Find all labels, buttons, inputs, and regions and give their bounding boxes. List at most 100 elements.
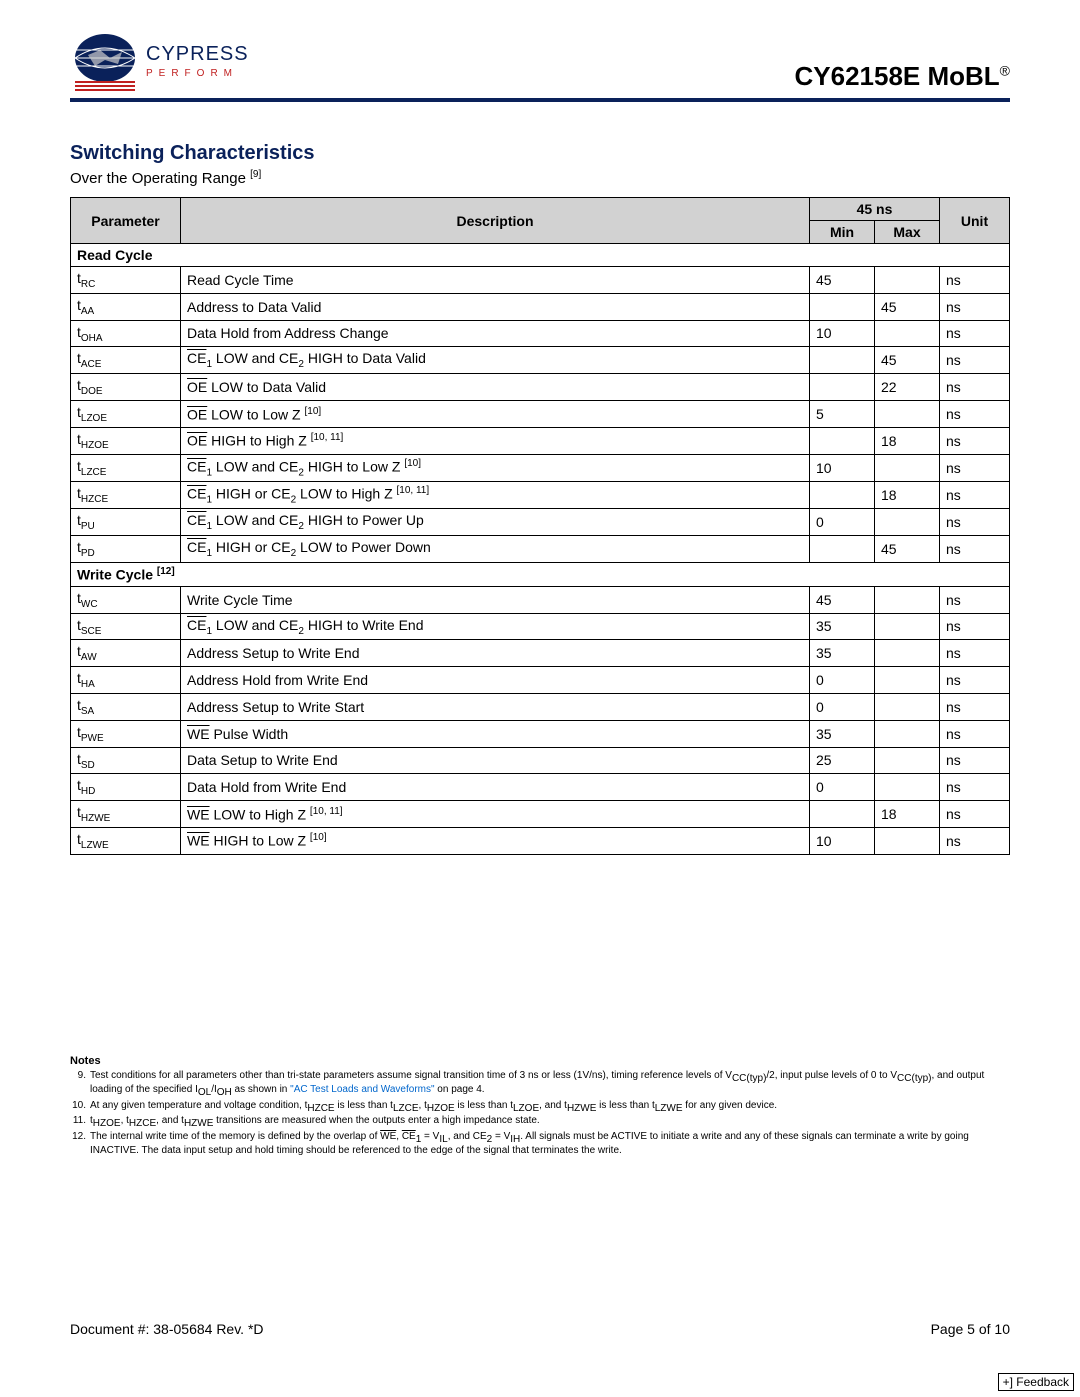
unit-cell: ns [940, 801, 1010, 828]
max-cell [875, 586, 940, 613]
note-number: 9. [70, 1070, 90, 1099]
note-number: 10. [70, 1100, 90, 1115]
desc-cell: CE1 HIGH or CE2 LOW to Power Down [181, 536, 810, 563]
unit-cell: ns [940, 293, 1010, 320]
table-row: tPUCE1 LOW and CE2 HIGH to Power Up0ns [71, 509, 1010, 536]
max-cell: 45 [875, 293, 940, 320]
min-cell: 35 [810, 640, 875, 667]
table-row: tRCRead Cycle Time45 ns [71, 267, 1010, 294]
desc-cell: Address Setup to Write End [181, 640, 810, 667]
param-cell: tHZOE [71, 427, 181, 454]
param-cell: tHZWE [71, 801, 181, 828]
desc-cell: CE1 LOW and CE2 HIGH to Write End [181, 613, 810, 640]
col-description: Description [181, 198, 810, 244]
desc-cell: WE Pulse Width [181, 720, 810, 747]
param-cell: tSA [71, 693, 181, 720]
max-cell: 22 [875, 374, 940, 401]
desc-cell: OE HIGH to High Z [10, 11] [181, 427, 810, 454]
table-section-row: Read Cycle [71, 244, 1010, 267]
brand-tagline: PERFORM [146, 68, 249, 79]
table-row: tPWEWE Pulse Width35ns [71, 720, 1010, 747]
min-cell: 45 [810, 267, 875, 294]
table-row: tLZWEWE HIGH to Low Z [10]10ns [71, 827, 1010, 854]
unit-cell: ns [940, 267, 1010, 294]
desc-cell: WE LOW to High Z [10, 11] [181, 801, 810, 828]
max-cell: 45 [875, 347, 940, 374]
table-row: tLZOEOE LOW to Low Z [10]5 ns [71, 400, 1010, 427]
min-cell: 5 [810, 400, 875, 427]
table-row: tAAAddress to Data Valid 45ns [71, 293, 1010, 320]
desc-cell: Data Setup to Write End [181, 747, 810, 774]
param-cell: tSD [71, 747, 181, 774]
min-cell: 10 [810, 827, 875, 854]
max-cell: 18 [875, 801, 940, 828]
unit-cell: ns [940, 640, 1010, 667]
max-cell: 45 [875, 536, 940, 563]
min-cell [810, 347, 875, 374]
unit-cell: ns [940, 613, 1010, 640]
max-cell: 18 [875, 482, 940, 509]
col-max: Max [875, 221, 940, 244]
note-row: 10.At any given temperature and voltage … [70, 1100, 1010, 1115]
min-cell: 0 [810, 774, 875, 801]
desc-cell: Data Hold from Write End [181, 774, 810, 801]
page-number: Page 5 of 10 [931, 1321, 1010, 1337]
desc-cell: CE1 LOW and CE2 HIGH to Low Z [10] [181, 454, 810, 481]
col-parameter: Parameter [71, 198, 181, 244]
table-row: tLZCECE1 LOW and CE2 HIGH to Low Z [10]1… [71, 454, 1010, 481]
col-unit: Unit [940, 198, 1010, 244]
table-row: tSAAddress Setup to Write Start0ns [71, 693, 1010, 720]
param-cell: tPD [71, 536, 181, 563]
unit-cell: ns [940, 693, 1010, 720]
max-cell [875, 400, 940, 427]
desc-cell: Write Cycle Time [181, 586, 810, 613]
max-cell [875, 640, 940, 667]
section-subtitle: Over the Operating Range [9] [70, 169, 1010, 187]
param-cell: tLZOE [71, 400, 181, 427]
unit-cell: ns [940, 667, 1010, 694]
unit-cell: ns [940, 536, 1010, 563]
note-number: 12. [70, 1131, 90, 1157]
unit-cell: ns [940, 827, 1010, 854]
min-cell: 0 [810, 667, 875, 694]
note-text: Test conditions for all parameters other… [90, 1070, 1010, 1099]
note-text: The internal write time of the memory is… [90, 1131, 1010, 1157]
max-cell [875, 720, 940, 747]
unit-cell: ns [940, 454, 1010, 481]
table-row: tHZCECE1 HIGH or CE2 LOW to High Z [10, … [71, 482, 1010, 509]
table-row: tDOEOE LOW to Data Valid22ns [71, 374, 1010, 401]
unit-cell: ns [940, 347, 1010, 374]
section-title: Switching Characteristics [70, 142, 1010, 165]
table-section-row: Write Cycle [12] [71, 563, 1010, 587]
spec-table: Parameter Description 45 ns Unit Min Max… [70, 197, 1010, 855]
min-cell [810, 293, 875, 320]
feedback-button[interactable]: +] Feedback [998, 1373, 1074, 1391]
note-text: At any given temperature and voltage con… [90, 1100, 1010, 1115]
desc-cell: Read Cycle Time [181, 267, 810, 294]
desc-cell: OE LOW to Low Z [10] [181, 400, 810, 427]
min-cell: 45 [810, 586, 875, 613]
notes-title: Notes [70, 1055, 1010, 1068]
col-timing: 45 ns [810, 198, 940, 221]
max-cell [875, 267, 940, 294]
col-min: Min [810, 221, 875, 244]
note-text: tHZOE, tHZCE, and tHZWE transitions are … [90, 1115, 1010, 1130]
desc-cell: Address to Data Valid [181, 293, 810, 320]
param-cell: tHA [71, 667, 181, 694]
table-row: tPDCE1 HIGH or CE2 LOW to Power Down 45ns [71, 536, 1010, 563]
logo-text-block: CYPRESS PERFORM [146, 43, 249, 79]
desc-cell: Data Hold from Address Change [181, 320, 810, 347]
table-row: tHDData Hold from Write End0ns [71, 774, 1010, 801]
param-cell: tRC [71, 267, 181, 294]
param-cell: tPU [71, 509, 181, 536]
param-cell: tOHA [71, 320, 181, 347]
unit-cell: ns [940, 320, 1010, 347]
param-cell: tAA [71, 293, 181, 320]
unit-cell: ns [940, 400, 1010, 427]
desc-cell: CE1 LOW and CE2 HIGH to Power Up [181, 509, 810, 536]
param-cell: tACE [71, 347, 181, 374]
max-cell [875, 667, 940, 694]
unit-cell: ns [940, 374, 1010, 401]
min-cell [810, 374, 875, 401]
notes-section: Notes 9.Test conditions for all paramete… [70, 1055, 1010, 1158]
